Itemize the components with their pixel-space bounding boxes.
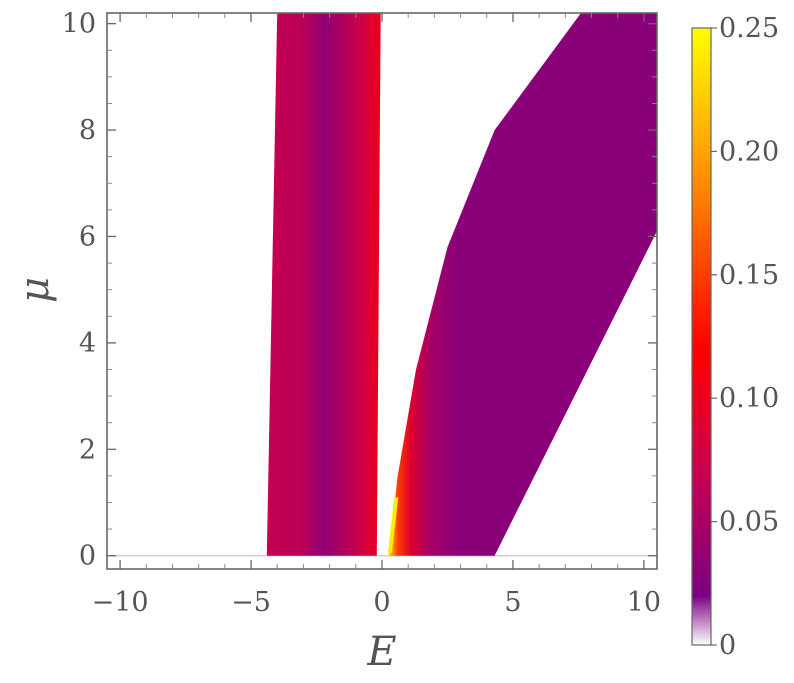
y-axis-title: μ bbox=[12, 277, 58, 303]
colorbar-tick-label: 0.05 bbox=[719, 507, 779, 538]
colorbar-tick-label: 0.10 bbox=[719, 383, 779, 414]
colorbar-tick-label: 0.15 bbox=[719, 260, 779, 291]
y-tick-label: 2 bbox=[79, 434, 96, 465]
y-tick-label: 10 bbox=[62, 9, 96, 40]
right-band-region bbox=[388, 13, 657, 556]
x-tick-label: −5 bbox=[231, 587, 271, 618]
colorbar-ticks: 0 0.05 0.10 0.15 0.20 0.25 bbox=[711, 13, 779, 661]
y-tick-label: 4 bbox=[79, 328, 96, 359]
y-axis-ticks: 0 2 4 6 8 10 bbox=[62, 9, 657, 572]
right-band-hotspot bbox=[387, 496, 399, 554]
x-tick-label: 10 bbox=[627, 587, 661, 618]
colorbar-tick-label: 0.25 bbox=[719, 13, 779, 44]
y-tick-label: 0 bbox=[79, 541, 96, 572]
left-band-region bbox=[266, 13, 381, 556]
colorbar bbox=[691, 27, 712, 646]
x-tick-label: −10 bbox=[92, 587, 149, 618]
colorbar-tick-label: 0.20 bbox=[719, 136, 779, 167]
x-tick-label: 5 bbox=[504, 587, 521, 618]
y-tick-label: 8 bbox=[79, 115, 96, 146]
y-tick-label: 6 bbox=[79, 221, 96, 252]
x-tick-label: 0 bbox=[373, 587, 390, 618]
colorbar-tick-label: 0 bbox=[719, 630, 736, 661]
x-axis-ticks: −10 −5 0 5 10 bbox=[92, 13, 661, 618]
x-axis-title: E bbox=[366, 629, 396, 675]
